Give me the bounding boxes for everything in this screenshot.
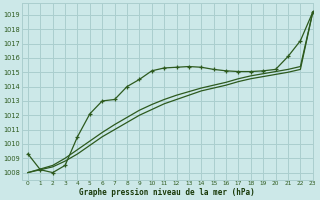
X-axis label: Graphe pression niveau de la mer (hPa): Graphe pression niveau de la mer (hPa) bbox=[79, 188, 255, 197]
